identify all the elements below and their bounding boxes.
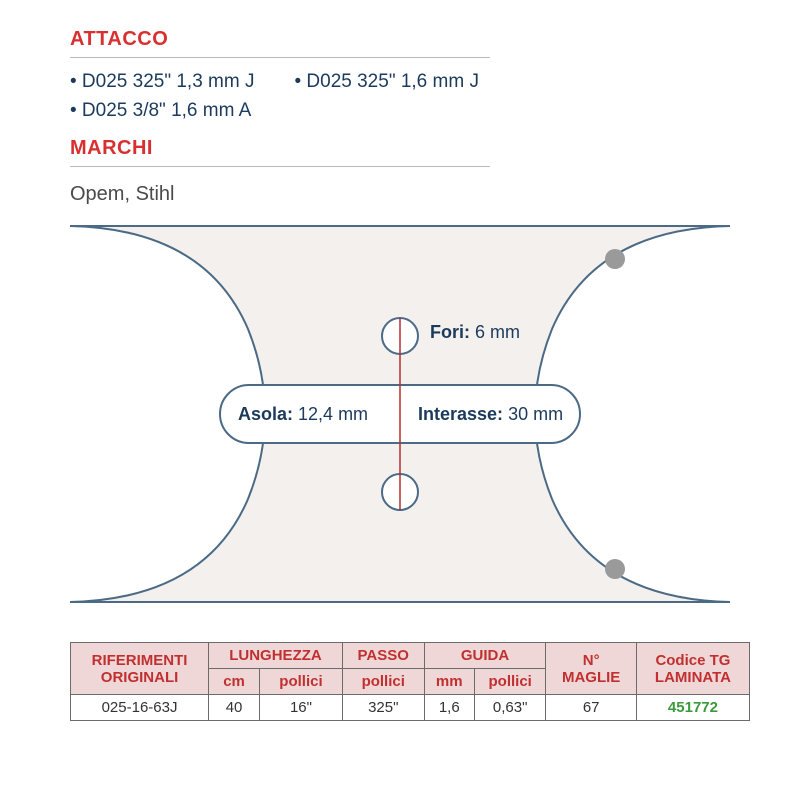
divider — [70, 57, 490, 58]
cell-cm: 40 — [209, 695, 260, 721]
cell-codice: 451772 — [636, 695, 749, 721]
cell-pollici-g: 0,63" — [474, 695, 545, 721]
table-row: 025-16-63J 40 16" 325" 1,6 0,63" 67 4517… — [71, 695, 750, 721]
brands-text: Opem, Stihl — [70, 177, 750, 206]
rivet-hole — [605, 559, 625, 579]
attacco-item: • D025 325" 1,6 mm J — [294, 68, 478, 97]
marchi-heading: MARCHI — [70, 137, 750, 160]
th-codice: Codice TGLAMINATA — [636, 643, 749, 695]
spec-table: RIFERIMENTIORIGINALI LUNGHEZZA PASSO GUI… — [70, 642, 750, 721]
th-passo: PASSO — [342, 643, 424, 669]
divider — [70, 166, 490, 167]
th-maglie: N°MAGLIE — [546, 643, 637, 695]
th-lunghezza: LUNGHEZZA — [209, 643, 343, 669]
th-pollici-g: pollici — [474, 669, 545, 695]
cell-passo: 325" — [342, 695, 424, 721]
bar-mount-diagram: Fori: 6 mm Asola: 12,4 mm Interasse: 30 … — [70, 214, 730, 614]
fori-label: Fori: 6 mm — [430, 322, 520, 343]
cell-rif: 025-16-63J — [71, 695, 209, 721]
th-guida: GUIDA — [424, 643, 546, 669]
th-pollici-p: pollici — [342, 669, 424, 695]
attacco-list: • D025 325" 1,3 mm J • D025 325" 1,6 mm … — [70, 68, 750, 125]
cell-mm: 1,6 — [424, 695, 474, 721]
rivet-hole — [605, 249, 625, 269]
attacco-item: • D025 325" 1,3 mm J — [70, 68, 254, 97]
th-riferimenti: RIFERIMENTIORIGINALI — [71, 643, 209, 695]
th-pollici-l: pollici — [260, 669, 343, 695]
th-cm: cm — [209, 669, 260, 695]
attacco-item: • D025 3/8" 1,6 mm A — [70, 97, 251, 126]
cell-pollici-l: 16" — [260, 695, 343, 721]
asola-label: Asola: 12,4 mm — [238, 404, 368, 425]
cell-maglie: 67 — [546, 695, 637, 721]
attacco-heading: ATTACCO — [70, 28, 750, 51]
th-mm: mm — [424, 669, 474, 695]
interasse-label: Interasse: 30 mm — [418, 404, 563, 425]
